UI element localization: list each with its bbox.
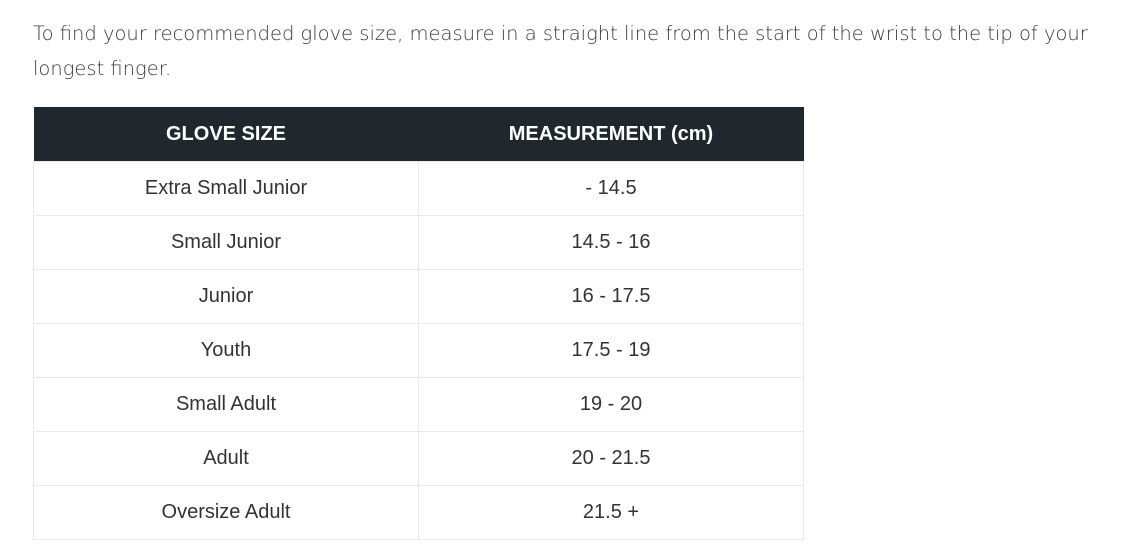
measurement-cell: 20 - 21.5	[418, 431, 804, 486]
size-cell: Oversize Adult	[33, 485, 419, 540]
measurement-cell: 14.5 - 16	[418, 215, 804, 270]
table-row: Extra Small Junior - 14.5	[33, 161, 804, 216]
size-cell: Youth	[33, 323, 419, 378]
size-cell: Small Junior	[33, 215, 419, 270]
table-row: Adult 20 - 21.5	[33, 431, 804, 486]
measurement-cell: 19 - 20	[418, 377, 804, 432]
measurement-cell: 21.5 +	[418, 485, 804, 540]
measurement-cell: - 14.5	[418, 161, 804, 216]
table-row: Youth 17.5 - 19	[33, 323, 804, 378]
header-glove-size: GLOVE SIZE	[33, 107, 419, 162]
table-row: Junior 16 - 17.5	[33, 269, 804, 324]
table-header-row: GLOVE SIZE MEASUREMENT (cm)	[33, 107, 804, 162]
size-cell: Junior	[33, 269, 419, 324]
intro-text: To find your recommended glove size, mea…	[33, 22, 1088, 80]
size-cell: Small Adult	[33, 377, 419, 432]
size-cell: Adult	[33, 431, 419, 486]
size-cell: Extra Small Junior	[33, 161, 419, 216]
header-measurement: MEASUREMENT (cm)	[418, 107, 804, 162]
measurement-cell: 17.5 - 19	[418, 323, 804, 378]
table-row: Oversize Adult 21.5 +	[33, 485, 804, 540]
glove-size-table: GLOVE SIZE MEASUREMENT (cm) Extra Small …	[33, 107, 804, 540]
table-row: Small Junior 14.5 - 16	[33, 215, 804, 270]
measurement-cell: 16 - 17.5	[418, 269, 804, 324]
table-row: Small Adult 19 - 20	[33, 377, 804, 432]
